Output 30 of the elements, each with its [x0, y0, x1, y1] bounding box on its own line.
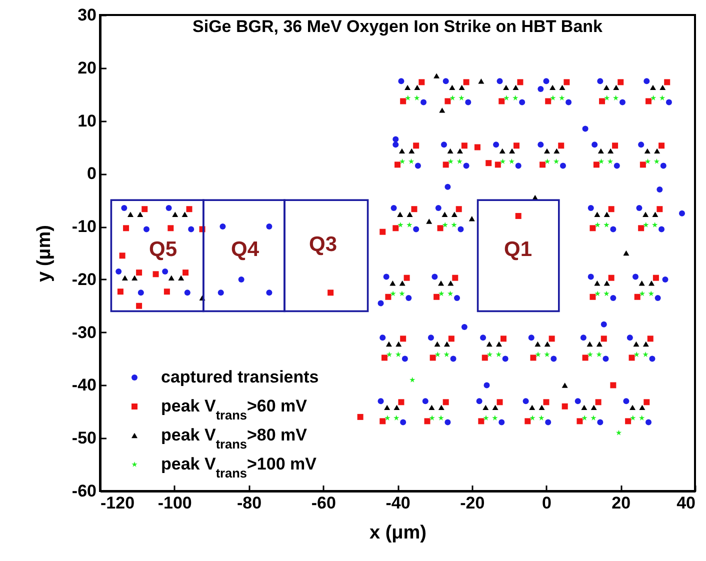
y-tick-label: 20	[78, 58, 96, 78]
y-tick-label: -30	[72, 322, 96, 342]
y-tick-label: 0	[87, 164, 96, 184]
annotation: Q1	[504, 238, 532, 261]
chart-title: SiGe BGR, 36 MeV Oxygen Ion Strike on HBT Bank	[192, 17, 604, 36]
x-axis-title: x (μm)	[369, 522, 427, 544]
x-tick-label: -100	[158, 494, 192, 512]
y-tick-label: 10	[78, 111, 96, 130]
y-tick-label: -40	[72, 376, 96, 395]
x-tick-label: -60	[311, 494, 336, 512]
y-tick-label: -60	[72, 482, 96, 500]
x-tick-label: 40	[676, 494, 696, 512]
legend-label: peak V$_{trans}$>100 mV	[161, 454, 318, 480]
y-tick-label: 30	[78, 6, 96, 24]
y-tick-label: -50	[72, 428, 96, 448]
y-tick-label: -10	[72, 217, 96, 236]
x-tick-label: 20	[612, 494, 631, 512]
annotation: Q5	[148, 238, 178, 261]
legend-label: peak V$_{trans}$>80 mV	[161, 426, 308, 451]
x-tick-label: -40	[386, 494, 410, 512]
x-tick-label: -80	[236, 494, 262, 512]
legend-label: captured transients	[161, 368, 319, 386]
annotation: Q3	[308, 233, 338, 256]
y-axis-title: y (μm)	[34, 224, 55, 282]
y-tick-label: -20	[72, 270, 96, 289]
annotation: Q4	[230, 238, 260, 261]
x-tick-label: 0	[542, 494, 552, 512]
legend-label: peak V$_{trans}$>60 mV	[161, 396, 308, 422]
x-tick-label: -120	[100, 494, 135, 512]
x-tick-label: -20	[460, 494, 485, 512]
